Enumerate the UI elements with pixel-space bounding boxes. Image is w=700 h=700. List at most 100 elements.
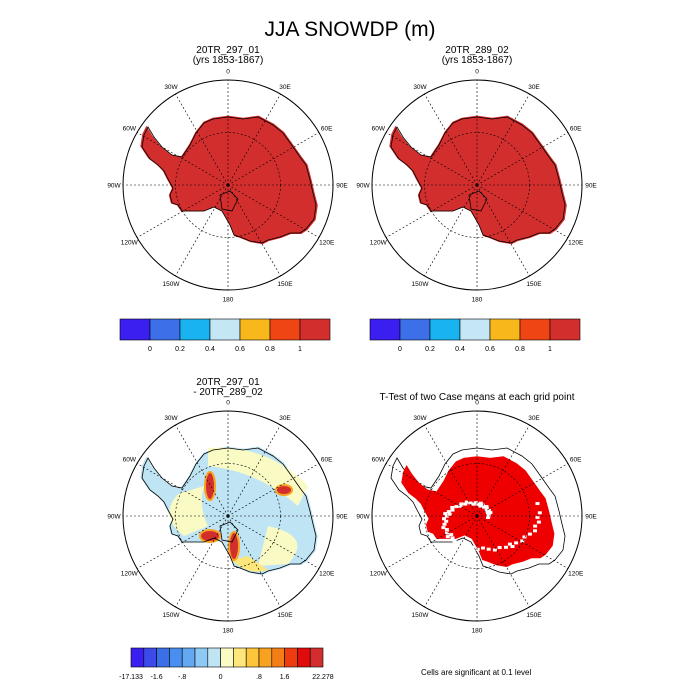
- colorbar-label: 0.4: [205, 346, 215, 353]
- longitude-label: 120W: [370, 571, 388, 578]
- panel-title-line: - 20TR_289_02: [193, 387, 263, 398]
- significance-note: Cells are significant at 0.1 level: [421, 668, 532, 677]
- longitude-label: 30E: [279, 84, 291, 91]
- insignificant-cell: [478, 504, 483, 508]
- colorbar-swatch: [143, 647, 157, 668]
- insignificant-cell: [537, 511, 542, 515]
- longitude-label: 0: [226, 69, 230, 76]
- longitude-label: 120E: [568, 240, 584, 247]
- longitude-label: 120W: [370, 240, 388, 247]
- panel-title-1: 20TR_297_01 (yrs 1853-1867): [98, 46, 358, 66]
- longitude-label: 30E: [279, 415, 291, 422]
- map-boundary: [122, 79, 334, 291]
- insignificant-cell: [468, 501, 473, 505]
- meridian-line: [476, 463, 569, 517]
- panel-title-line: 20TR_297_01: [196, 45, 260, 56]
- longitude-label: 150W: [412, 281, 430, 288]
- insignificant-cell: [480, 503, 485, 507]
- longitude-label: 90E: [585, 514, 597, 521]
- longitude-label: 30W: [413, 415, 427, 422]
- diff-hotspot: [228, 531, 240, 561]
- colorbar-swatch: [284, 647, 298, 668]
- meridian-line: [136, 184, 229, 238]
- insignificant-cell: [535, 515, 540, 519]
- insignificant-cell: [443, 512, 448, 516]
- longitude-label: 30E: [528, 415, 540, 422]
- diff-patch: [232, 556, 268, 572]
- longitude-label: 150W: [163, 281, 181, 288]
- insignificant-cell: [514, 541, 519, 545]
- colorbar-label: 0.2: [175, 346, 185, 353]
- longitude-label: 180: [472, 297, 483, 304]
- meridian-line: [227, 184, 281, 277]
- snow-depth-field: [140, 115, 318, 245]
- longitude-label: 90W: [107, 183, 121, 190]
- insignificant-cell: [450, 536, 455, 540]
- diff-patch: [258, 526, 298, 566]
- insignificant-cell: [444, 514, 449, 518]
- coastline: [390, 447, 566, 575]
- insignificant-cell: [482, 505, 486, 509]
- longitude-label: 60E: [321, 126, 333, 133]
- insignificant-cell: [504, 545, 508, 549]
- diff-hotspot: [199, 529, 221, 543]
- coastline: [141, 447, 317, 575]
- longitude-label: 60W: [372, 126, 386, 133]
- colorbar-label: 0.4: [455, 346, 465, 353]
- meridian-line: [136, 515, 229, 569]
- insignificant-cell: [520, 539, 525, 543]
- colorbar-swatch: [245, 647, 260, 668]
- ice-shelf-line: [219, 190, 239, 212]
- meridian-line: [476, 515, 569, 569]
- insignificant-cell: [463, 502, 468, 506]
- meridian-line: [175, 515, 229, 608]
- colorbar-label: -.8: [178, 674, 186, 681]
- longitude-label: 30W: [164, 84, 178, 91]
- panel-title-line: (yrs 1853-1867): [192, 55, 264, 66]
- colorbar-label: 1.6: [280, 674, 290, 681]
- insignificant-cell: [445, 531, 449, 535]
- meridian-line: [136, 463, 229, 517]
- meridian-line: [175, 184, 229, 277]
- colorbar-swatch: [181, 647, 196, 668]
- insignificant-cell: [486, 547, 491, 551]
- meridian-line: [476, 424, 530, 517]
- colorbar-label: 0: [219, 674, 223, 681]
- longitude-label: 30W: [413, 84, 427, 91]
- panel-title-4: T-Test of two Case means at each grid po…: [347, 393, 607, 403]
- meridian-line: [476, 93, 530, 186]
- meridian-line: [227, 515, 320, 569]
- longitude-label: 90W: [356, 183, 370, 190]
- insignificant-cell: [486, 512, 491, 516]
- insignificant-cell: [535, 502, 540, 505]
- insignificant-cell: [450, 506, 455, 509]
- colorbar-label: -17.133: [119, 674, 143, 681]
- insignificant-cell: [473, 501, 478, 505]
- colorbar-swatch: [299, 318, 331, 341]
- insignificant-cell: [536, 520, 541, 524]
- colorbar-swatch: [130, 647, 145, 668]
- longitude-label: 120W: [121, 571, 139, 578]
- meridian-line: [136, 132, 229, 186]
- longitude-label: 150E: [526, 281, 542, 288]
- colorbar-label: 0: [398, 346, 402, 353]
- insignificant-cell: [446, 510, 451, 514]
- longitude-label: 60E: [570, 457, 582, 464]
- longitude-label: 0: [475, 69, 479, 76]
- meridian-line: [175, 93, 229, 186]
- colorbar-label: -1.6: [151, 674, 163, 681]
- insignificant-cell: [444, 528, 449, 532]
- insignificant-cell: [444, 519, 449, 523]
- colorbar-label: 1: [298, 346, 302, 353]
- insignificant-cell: [442, 522, 447, 526]
- meridian-line: [385, 132, 478, 186]
- colorbar-label: 0.8: [515, 346, 525, 353]
- insignificant-cell: [457, 540, 462, 544]
- map-boundary: [371, 79, 583, 291]
- insignificant-cell: [445, 535, 450, 539]
- longitude-label: 30W: [164, 415, 178, 422]
- meridian-line: [385, 515, 478, 569]
- colorbar-label: .8: [256, 674, 262, 681]
